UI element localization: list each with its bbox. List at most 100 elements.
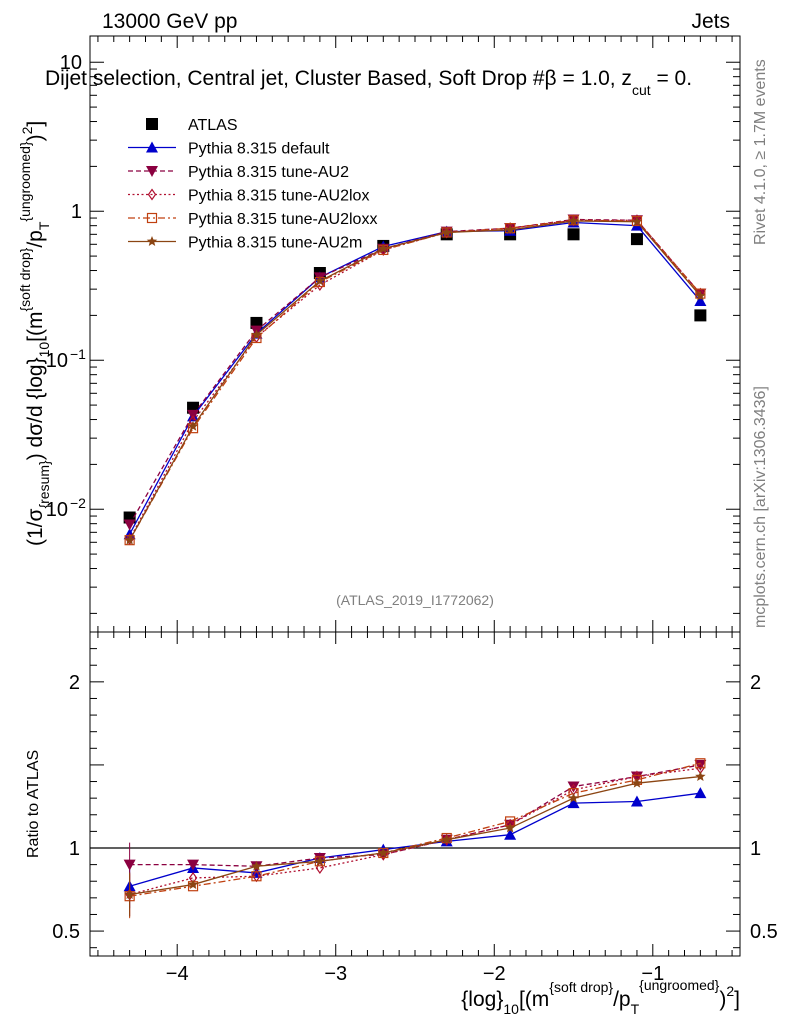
legend-item-pythia-8-315-tune-au2: Pythia 8.315 tune-AU2 [128, 164, 349, 181]
ratio-point-pythia-8-315-tune-au2 [123, 859, 136, 871]
series-pythia-8-315-tune-au2m [124, 215, 706, 917]
legend-marker [146, 118, 158, 130]
ratio-line-pythia-8-315-tune-au2 [129, 764, 701, 867]
legend-label: Pythia 8.315 tune-AU2m [188, 235, 362, 252]
main-point-pythia-8-315-tune-au2m [314, 275, 326, 286]
analysis-watermark: (ATLAS_2019_I1772062) [336, 592, 494, 608]
ratio-point-pythia-8-315-tune-au2loxx [695, 758, 706, 769]
main-point-pythia-8-315-tune-au2m [504, 224, 516, 235]
main-line-pythia-8-315-tune-au2loxx [129, 219, 701, 541]
ratio-point-pythia-8-315-tune-au2m [441, 834, 452, 845]
ratio-point-pythia-8-315-tune-au2 [694, 759, 707, 771]
header-energy: 13000 GeV pp [102, 10, 237, 33]
legend-marker [146, 166, 158, 177]
legend-label: Pythia 8.315 default [188, 141, 330, 158]
header-category: Jets [691, 10, 730, 33]
main-line-pythia-8-315-tune-au2lox [129, 219, 701, 540]
main-y-tick-exponent: −1 [70, 346, 86, 362]
x-tick-label: −4 [166, 963, 189, 985]
legend-label: Pythia 8.315 tune-AU2lox [188, 188, 369, 205]
ratio-line-pythia-8-315-tune-au2m [129, 775, 701, 896]
x-tick-label: −2 [483, 963, 506, 985]
ratio-point-pythia-8-315-tune-au2m [124, 889, 135, 899]
legend-item-pythia-8-315-tune-au2lox: Pythia 8.315 tune-AU2lox [128, 188, 369, 205]
series-atlas [123, 228, 707, 524]
main-y-tick-exponent: −2 [70, 495, 86, 511]
ratio-line-pythia-8-315-tune-au2lox [129, 767, 701, 896]
legend-label: Pythia 8.315 tune-AU2loxx [188, 211, 377, 228]
rivet-version-label: Rivet 4.1.0, ≥ 1.7M events [752, 59, 769, 245]
x-tick-label: −3 [324, 963, 347, 985]
ratio-y-tick-label-right: 0.5 [750, 921, 778, 943]
main-y-tick-label: 1 [71, 201, 82, 223]
main-point-pythia-8-315-tune-au2m [695, 290, 706, 301]
ratio-line-pythia-8-315-default [129, 792, 701, 887]
legend-marker [146, 236, 158, 246]
plot-title: Dijet selection, Central jet, Cluster Ba… [45, 67, 692, 98]
main-point-pythia-8-315-tune-au2m [631, 216, 643, 227]
series-group [123, 214, 707, 919]
ratio-point-pythia-8-315-tune-au2 [187, 859, 200, 871]
ratio-point-pythia-8-315-default [567, 797, 580, 809]
main-y-tick-label: 10 [60, 52, 82, 74]
ratio-point-pythia-8-315-tune-au2m [251, 860, 262, 871]
main-y-tick-label: 10 [46, 499, 68, 521]
main-point-pythia-8-315-tune-au2m [251, 329, 262, 340]
main-point-pythia-8-315-tune-au2m [568, 215, 579, 226]
main-line-pythia-8-315-tune-au2m [129, 220, 701, 541]
main-point-atlas [567, 228, 580, 241]
main-point-atlas [694, 309, 707, 322]
legend-label: Pythia 8.315 tune-AU2 [188, 164, 349, 181]
mcplots-label: mcplots.cern.ch [arXiv:1306.3436] [752, 386, 769, 628]
ratio-y-axis-label: Ratio to ATLAS [25, 750, 42, 858]
main-point-pythia-8-315-tune-au2m [124, 534, 135, 545]
ratio-point-pythia-8-315-tune-au2m [378, 847, 389, 858]
ratio-y-tick-label: 0.5 [52, 921, 80, 943]
main-y-tick-label: 10 [46, 350, 68, 372]
main-point-pythia-8-315-default [694, 294, 707, 306]
ratio-point-pythia-8-315-tune-au2m [187, 879, 199, 889]
legend-label: ATLAS [188, 117, 238, 134]
ratio-y-tick-label: 1 [69, 838, 80, 860]
ratio-point-pythia-8-315-default [694, 787, 707, 799]
legend-marker [146, 141, 158, 153]
main-point-pythia-8-315-tune-au2m [187, 420, 199, 431]
main-line-pythia-8-315-tune-au2 [129, 218, 701, 525]
x-tick-label: −1 [641, 963, 664, 985]
ratio-point-pythia-8-315-tune-au2m [695, 771, 706, 781]
series-pythia-8-315-tune-au2 [123, 214, 707, 887]
ratio-point-pythia-8-315-default [504, 828, 517, 840]
ratio-point-pythia-8-315-tune-au2m [631, 777, 643, 788]
ratio-point-pythia-8-315-default [630, 795, 643, 807]
main-point-pythia-8-315-tune-au2 [123, 519, 136, 531]
legend-item-pythia-8-315-tune-au2loxx: Pythia 8.315 tune-AU2loxx [128, 211, 377, 228]
main-point-pythia-8-315-tune-au2m [441, 227, 452, 237]
ratio-y-tick-label-right: 2 [750, 672, 761, 694]
main-y-axis-label: (1/σ{resum}) dσ/d {log}10[(m{soft drop}/… [17, 121, 52, 546]
series-pythia-8-315-tune-au2loxx [124, 215, 706, 919]
legend-item-pythia-8-315-tune-au2m: Pythia 8.315 tune-AU2m [128, 235, 362, 252]
ratio-point-pythia-8-315-tune-au2m [568, 792, 579, 803]
ratio-point-pythia-8-315-tune-au2m [314, 855, 326, 866]
ratio-y-tick-label: 2 [69, 672, 80, 694]
series-pythia-8-315-default [123, 216, 707, 909]
main-line-pythia-8-315-default [129, 221, 701, 535]
ratio-line-pythia-8-315-tune-au2loxx [129, 762, 701, 897]
ratio-point-pythia-8-315-tune-au2m [504, 822, 516, 833]
x-axis-label: {log}10[(m{soft drop}/pT{ungroomed})2] [461, 977, 740, 1017]
legend-marker [147, 188, 157, 201]
ratio-y-tick-label-right: 1 [750, 838, 761, 860]
legend: ATLAS Pythia 8.315 default Pythia 8.315 tu… [128, 117, 377, 252]
ratio-point-pythia-8-315-tune-au2 [567, 781, 580, 793]
main-point-atlas [123, 511, 136, 524]
ratio-plot-frame [89, 631, 741, 957]
main-point-pythia-8-315-tune-au2m [378, 243, 389, 254]
legend-item-atlas: ATLAS [146, 117, 238, 134]
main-point-atlas [630, 233, 643, 246]
series-pythia-8-315-tune-au2lox [125, 214, 705, 917]
ratio-point-pythia-8-315-tune-au2 [630, 771, 643, 783]
legend-item-pythia-8-315-default: Pythia 8.315 default [128, 141, 330, 158]
legend-marker [146, 212, 158, 224]
